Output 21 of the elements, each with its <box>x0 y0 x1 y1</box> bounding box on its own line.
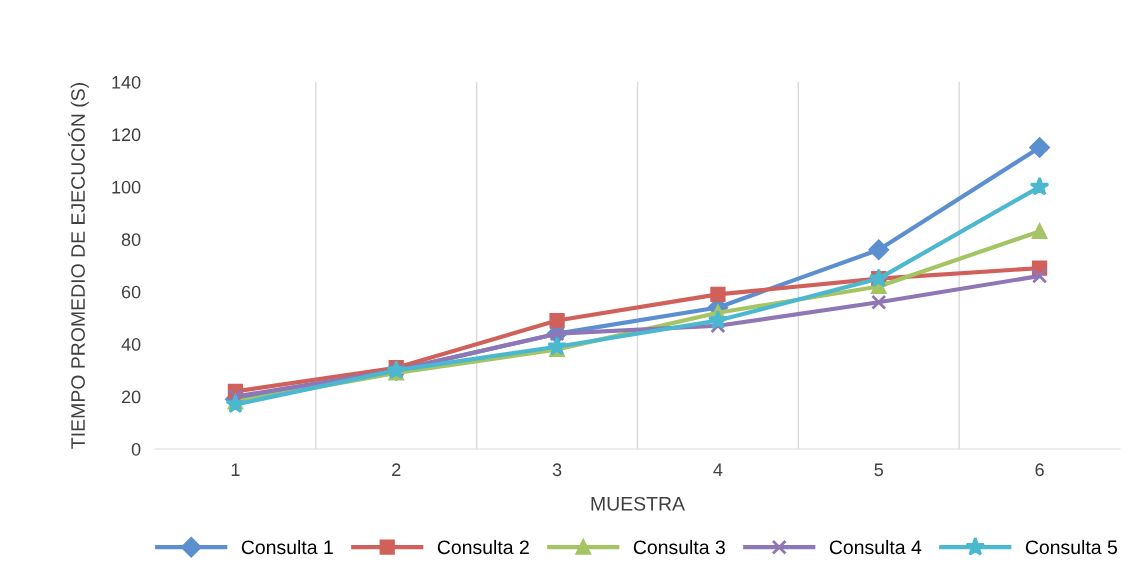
x-tick-label: 6 <box>1035 463 1044 477</box>
y-tick-label: 40 <box>121 338 141 351</box>
x-axis-title: MUESTRA <box>591 496 685 511</box>
legend-label: Consulta 4 <box>829 539 922 555</box>
y-tick-label: 0 <box>131 442 141 456</box>
y-tick-label: 140 <box>112 75 141 89</box>
y-tick-label: 100 <box>112 180 141 194</box>
x-tick-label: 2 <box>392 463 401 476</box>
y-tick-label: 60 <box>121 285 141 299</box>
x-tick-label: 5 <box>874 463 884 477</box>
legend-label: Consulta 3 <box>633 539 725 555</box>
x-tick-label: 3 <box>552 463 562 477</box>
y-axis-title: TIEMPO PROMEDIO DE EJECUCIÓN (S) <box>67 83 89 449</box>
legend-label: Consulta 1 <box>241 539 333 555</box>
x-tick-label: 1 <box>231 463 240 476</box>
y-tick-label: 20 <box>121 390 141 404</box>
x-tick-label: 4 <box>713 463 723 476</box>
legend-label: Consulta 2 <box>437 539 529 555</box>
y-tick-label: 80 <box>121 233 141 247</box>
legend-label: Consulta 5 <box>1025 539 1117 555</box>
y-tick-label: 120 <box>112 128 141 142</box>
